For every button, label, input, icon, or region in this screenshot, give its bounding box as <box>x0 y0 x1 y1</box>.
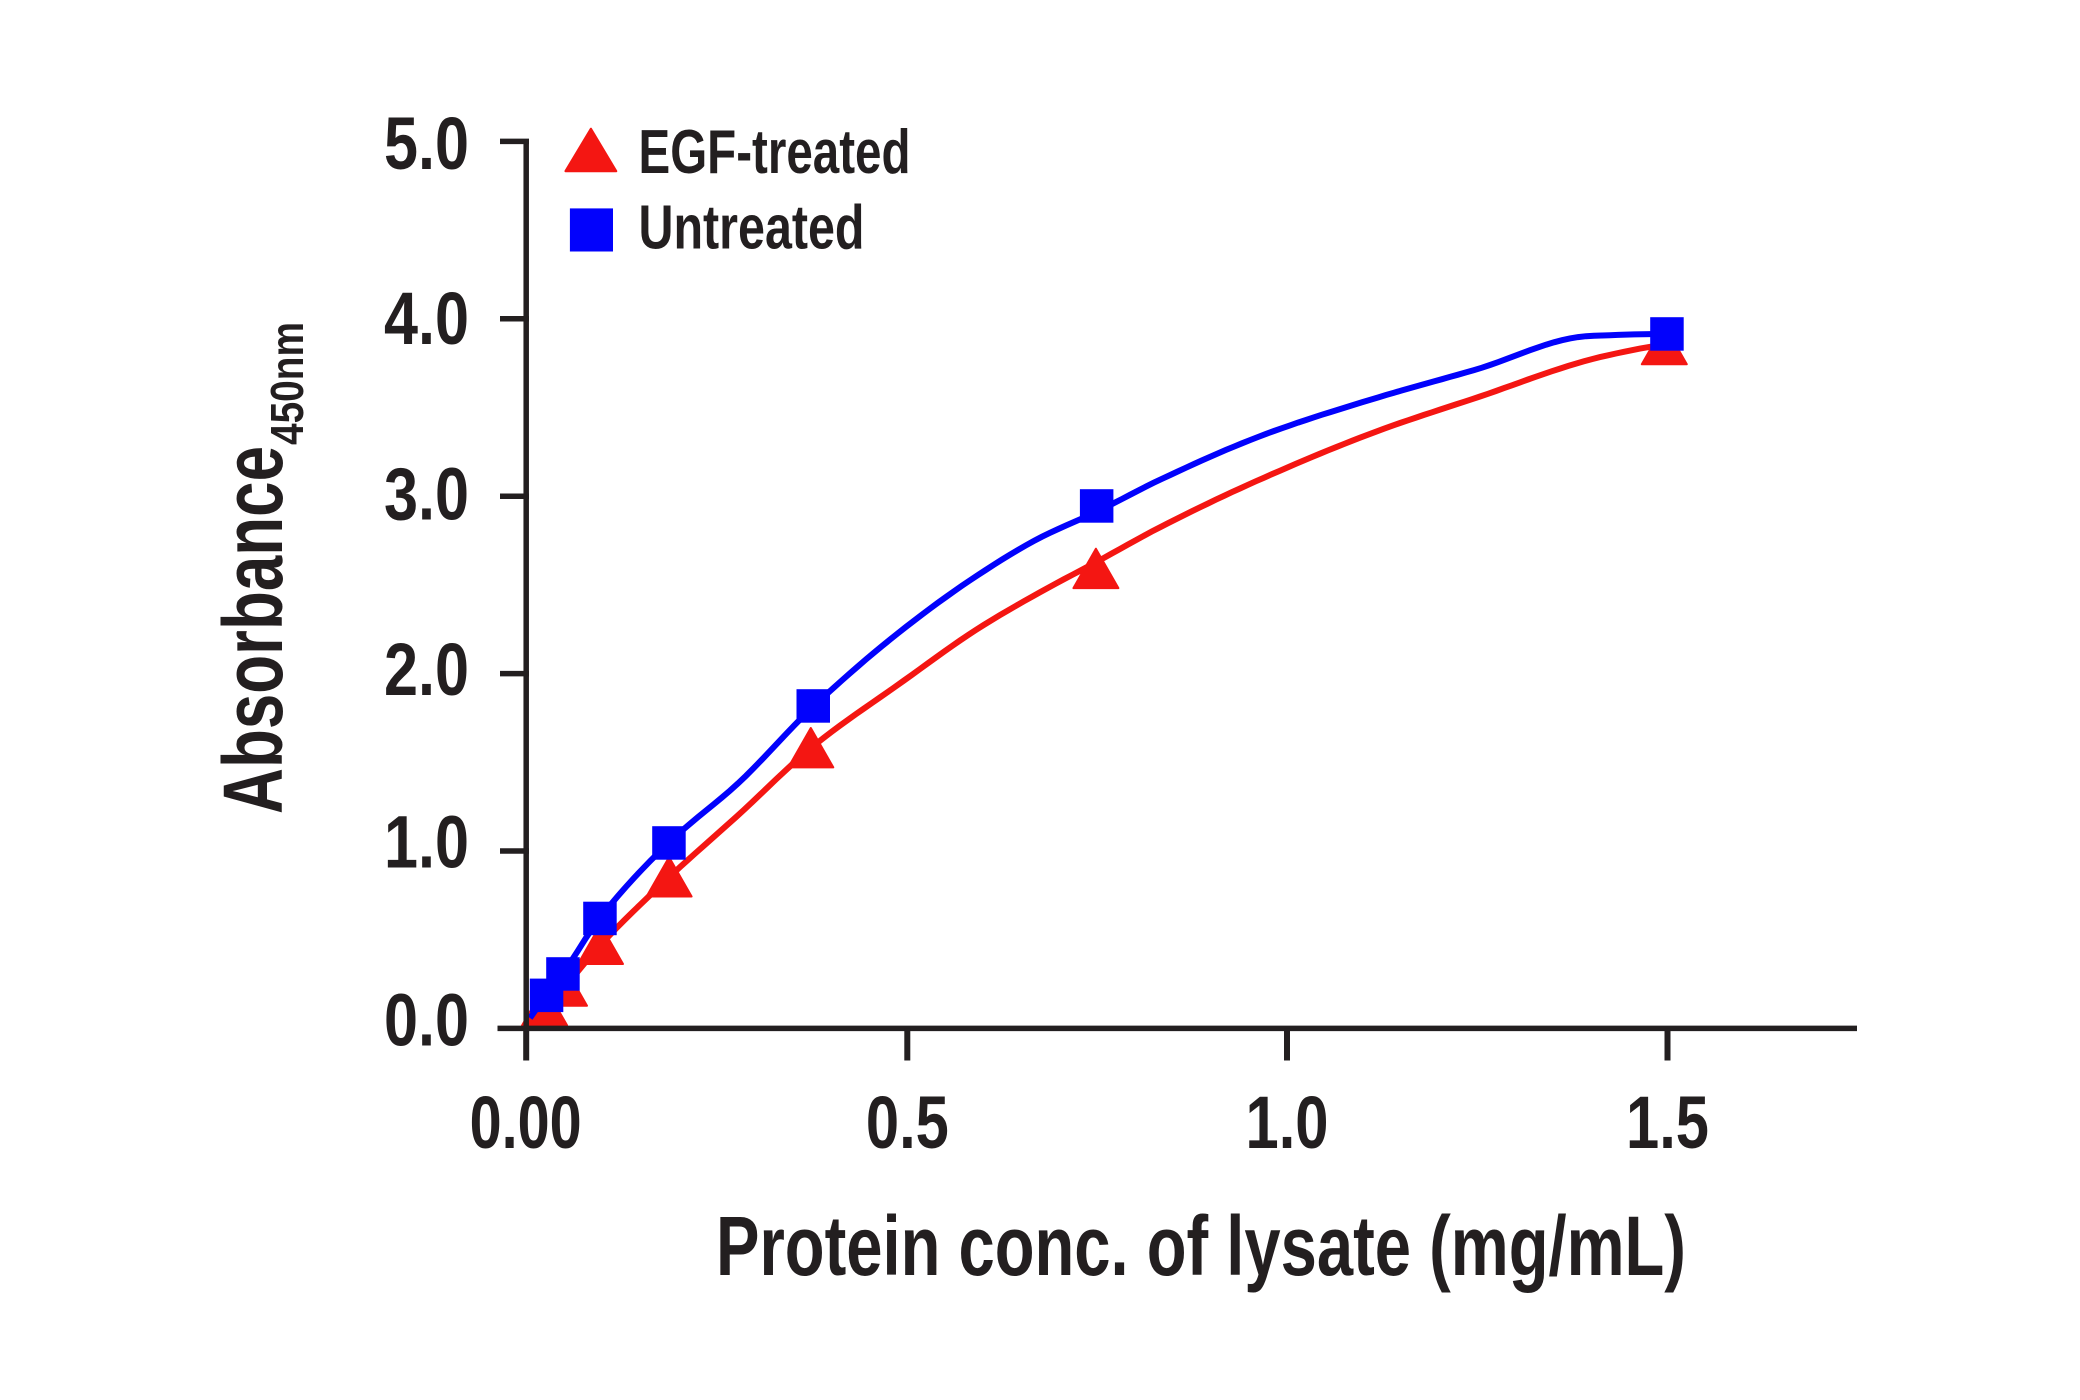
svg-text:Protein conc. of lysate (mg/mL: Protein conc. of lysate (mg/mL) <box>716 1199 1686 1293</box>
svg-text:Absorbance: Absorbance <box>206 446 300 814</box>
svg-text:EGF-treated: EGF-treated <box>639 117 911 187</box>
svg-text:Untreated: Untreated <box>639 193 865 263</box>
svg-text:450nm: 450nm <box>261 322 313 445</box>
svg-text:3.0: 3.0 <box>384 453 469 536</box>
svg-text:0.00: 0.00 <box>470 1081 582 1164</box>
svg-text:1.5: 1.5 <box>1626 1081 1709 1164</box>
svg-text:1.0: 1.0 <box>384 801 469 884</box>
svg-text:0.0: 0.0 <box>384 978 469 1061</box>
svg-text:4.0: 4.0 <box>384 277 469 360</box>
svg-text:1.0: 1.0 <box>1246 1081 1329 1164</box>
svg-text:2.0: 2.0 <box>384 628 469 711</box>
svg-text:5.0: 5.0 <box>384 102 469 185</box>
svg-text:0.5: 0.5 <box>866 1081 949 1164</box>
